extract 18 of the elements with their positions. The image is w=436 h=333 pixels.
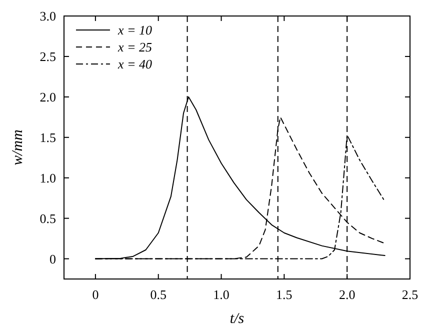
y-tick-label: 1.5 [40,130,56,145]
y-tick-label: 2.0 [40,89,56,104]
y-tick-label: 3.0 [40,8,56,24]
legend-label: x = 25 [117,40,153,54]
x-tick-label: 1.0 [213,287,230,302]
y-tick-label: 0 [50,251,56,266]
x-axis-title: t/s [230,311,244,327]
y-tick-label: 1.0 [40,170,56,186]
y-tick-label: 2.5 [40,48,56,64]
x-tick-label: 0 [92,287,99,302]
x-tick-label: 2.0 [338,287,356,302]
x-tick-label: 0.5 [150,287,166,302]
y-axis-title: w/mm [10,129,26,166]
legend-label: x = 10 [117,22,153,38]
legend-label: x = 40 [117,56,153,72]
x-tick-label: 2.5 [402,287,418,302]
x-tick-label: 1.5 [276,287,292,302]
y-tick-label: 0.5 [40,210,56,226]
